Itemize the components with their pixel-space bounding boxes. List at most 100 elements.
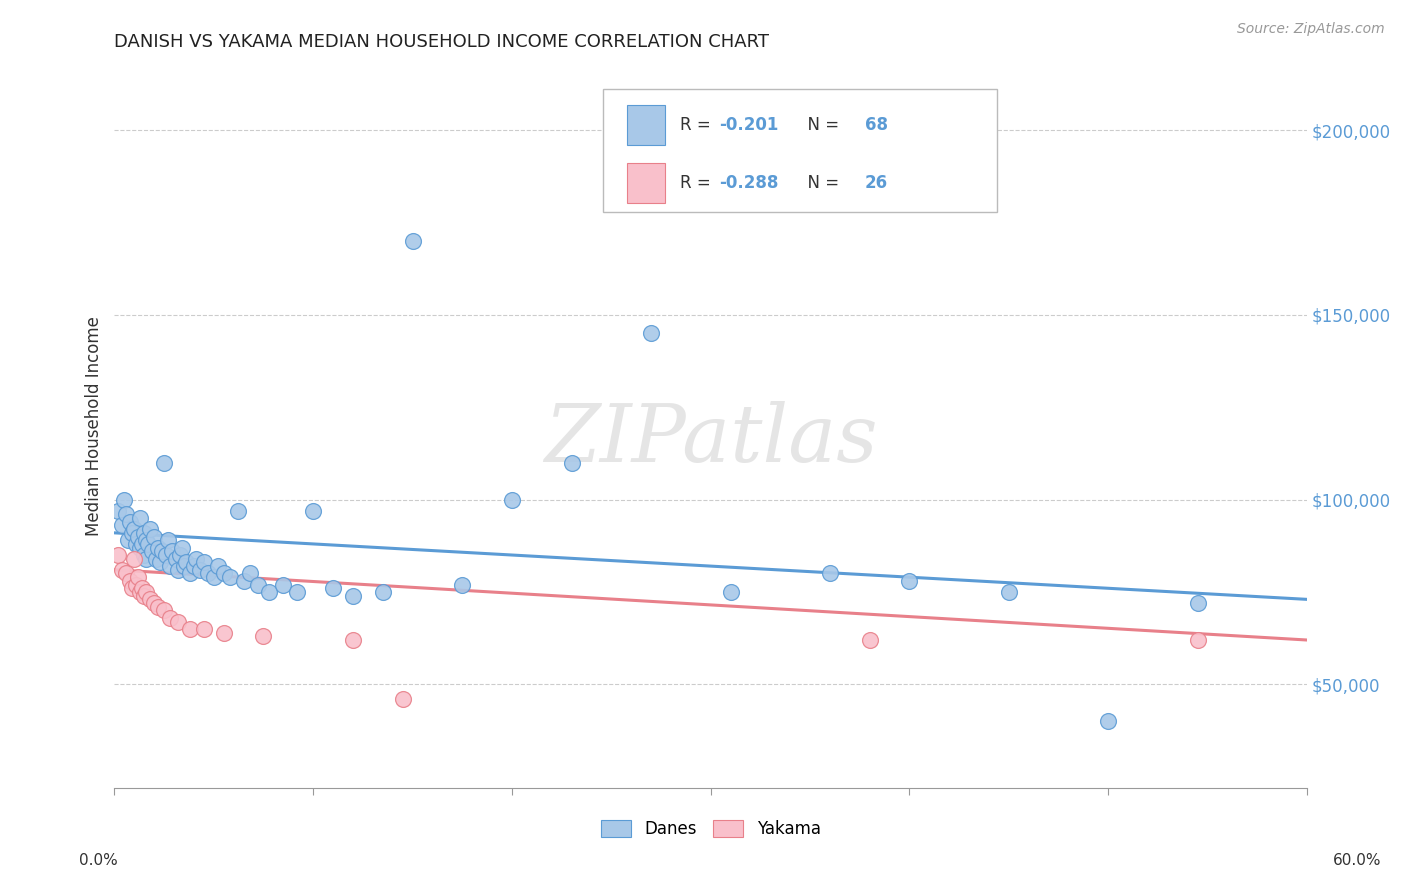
Point — [342, 589, 364, 603]
Point — [129, 511, 152, 525]
Point — [134, 525, 156, 540]
Point — [143, 596, 166, 610]
Point — [111, 563, 134, 577]
Point — [150, 544, 173, 558]
Point — [197, 566, 219, 581]
Point — [391, 692, 413, 706]
Point — [139, 522, 162, 536]
Text: 26: 26 — [865, 174, 887, 192]
Point — [184, 551, 207, 566]
Point — [146, 541, 169, 555]
Point — [117, 533, 139, 548]
Point — [183, 559, 205, 574]
Point — [135, 551, 157, 566]
Point — [859, 633, 882, 648]
Point — [342, 633, 364, 648]
Text: N =: N = — [797, 174, 844, 192]
Point — [302, 504, 325, 518]
Point — [179, 622, 201, 636]
Point — [998, 585, 1021, 599]
Point — [143, 530, 166, 544]
Point — [160, 544, 183, 558]
Text: -0.288: -0.288 — [718, 174, 779, 192]
FancyBboxPatch shape — [603, 89, 997, 212]
Point — [165, 551, 187, 566]
Point — [112, 492, 135, 507]
Point — [149, 556, 172, 570]
Point — [232, 574, 254, 588]
Y-axis label: Median Household Income: Median Household Income — [86, 316, 103, 535]
Point — [252, 629, 274, 643]
Point — [139, 592, 162, 607]
Point — [153, 456, 176, 470]
FancyBboxPatch shape — [627, 163, 665, 203]
Point — [212, 625, 235, 640]
Point — [285, 585, 308, 599]
Text: R =: R = — [679, 116, 716, 134]
Point — [226, 504, 249, 518]
Point — [124, 522, 146, 536]
Text: 60.0%: 60.0% — [1333, 854, 1381, 868]
Point — [120, 574, 142, 588]
Text: R =: R = — [679, 174, 716, 192]
Point — [134, 548, 156, 562]
Point — [107, 548, 129, 562]
Point — [202, 570, 225, 584]
Point — [179, 566, 201, 581]
Point — [134, 589, 156, 603]
Point — [125, 577, 148, 591]
Point — [1097, 714, 1119, 729]
Point — [131, 582, 153, 596]
Point — [115, 566, 138, 581]
Point — [131, 537, 153, 551]
Point — [193, 622, 215, 636]
Point — [135, 533, 157, 548]
Point — [121, 582, 143, 596]
Text: 0.0%: 0.0% — [79, 854, 118, 868]
Point — [153, 603, 176, 617]
Point — [193, 556, 215, 570]
Point — [246, 577, 269, 591]
Point — [1187, 596, 1209, 610]
Point — [125, 537, 148, 551]
Point — [174, 556, 197, 570]
Point — [322, 582, 344, 596]
Point — [127, 530, 149, 544]
Text: 68: 68 — [865, 116, 887, 134]
Text: Source: ZipAtlas.com: Source: ZipAtlas.com — [1237, 22, 1385, 37]
Text: N =: N = — [797, 116, 844, 134]
Point — [218, 570, 240, 584]
Text: ZIPatlas: ZIPatlas — [544, 401, 877, 479]
Point — [207, 559, 229, 574]
Point — [141, 544, 163, 558]
Point — [170, 541, 193, 555]
Point — [451, 577, 474, 591]
Point — [561, 456, 583, 470]
Point — [212, 566, 235, 581]
Point — [146, 599, 169, 614]
Point — [124, 551, 146, 566]
Point — [259, 585, 281, 599]
Point — [401, 234, 423, 248]
Point — [1187, 633, 1209, 648]
Point — [145, 551, 167, 566]
Point — [155, 548, 177, 562]
Point — [173, 559, 195, 574]
Point — [159, 559, 181, 574]
Point — [167, 563, 190, 577]
Point — [129, 541, 152, 555]
Point — [371, 585, 394, 599]
Point — [159, 611, 181, 625]
Point — [818, 566, 841, 581]
Point — [239, 566, 262, 581]
Text: -0.201: -0.201 — [718, 116, 779, 134]
Point — [720, 585, 742, 599]
Point — [501, 492, 523, 507]
Point — [111, 518, 134, 533]
Point — [136, 537, 159, 551]
Point — [188, 563, 211, 577]
Text: DANISH VS YAKAMA MEDIAN HOUSEHOLD INCOME CORRELATION CHART: DANISH VS YAKAMA MEDIAN HOUSEHOLD INCOME… — [114, 33, 769, 51]
Point — [120, 515, 142, 529]
Point — [169, 548, 191, 562]
Point — [121, 525, 143, 540]
